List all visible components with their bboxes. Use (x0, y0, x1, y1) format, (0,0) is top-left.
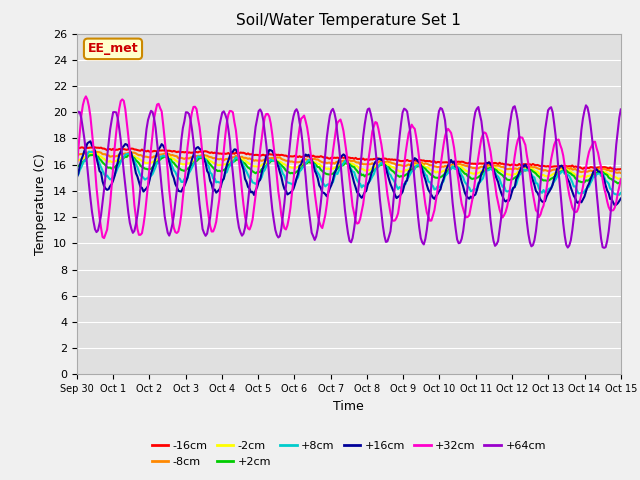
Y-axis label: Temperature (C): Temperature (C) (35, 153, 47, 255)
-16cm (312, 154, 320, 160)
-2cm (264, 159, 271, 165)
+32cm (73, 165, 81, 171)
Line: +2cm: +2cm (77, 155, 621, 183)
+64cm (262, 141, 270, 147)
+32cm (314, 212, 321, 218)
+8cm (255, 177, 262, 182)
+64cm (73, 112, 81, 118)
+64cm (311, 237, 319, 243)
+32cm (143, 196, 150, 202)
+32cm (82, 94, 90, 99)
+2cm (617, 180, 625, 185)
+8cm (588, 177, 596, 183)
+64cm (140, 155, 147, 161)
-8cm (617, 170, 625, 176)
+2cm (73, 164, 81, 170)
-2cm (312, 160, 320, 166)
+16cm (312, 171, 320, 177)
Line: +64cm: +64cm (77, 105, 621, 248)
+16cm (86, 138, 94, 144)
X-axis label: Time: Time (333, 400, 364, 413)
+16cm (611, 203, 619, 208)
-8cm (91, 148, 99, 154)
+2cm (264, 161, 271, 167)
+32cm (589, 139, 597, 145)
+64cm (617, 107, 625, 112)
-2cm (73, 158, 81, 164)
+2cm (237, 157, 244, 163)
-2cm (86, 151, 94, 156)
-8cm (264, 156, 271, 161)
Legend: -16cm, -8cm, -2cm, +2cm, +8cm, +16cm, +32cm, +64cm: -16cm, -8cm, -2cm, +2cm, +8cm, +16cm, +3… (147, 437, 550, 471)
+2cm (588, 174, 596, 180)
+8cm (616, 192, 623, 198)
+8cm (73, 173, 81, 179)
Line: +8cm: +8cm (77, 152, 621, 195)
+2cm (312, 162, 320, 168)
Line: +16cm: +16cm (77, 141, 621, 205)
Line: -2cm: -2cm (77, 154, 621, 179)
-16cm (141, 148, 149, 154)
+32cm (256, 147, 264, 153)
+32cm (617, 176, 625, 182)
-16cm (73, 144, 81, 150)
+8cm (264, 161, 271, 167)
+8cm (617, 190, 625, 196)
+64cm (588, 135, 596, 141)
+16cm (264, 152, 271, 157)
+64cm (235, 225, 243, 230)
-16cm (612, 167, 620, 172)
+8cm (237, 158, 244, 164)
-16cm (617, 166, 625, 172)
+16cm (237, 158, 244, 164)
-2cm (588, 171, 596, 177)
+64cm (582, 102, 590, 108)
-8cm (141, 154, 149, 159)
-8cm (255, 157, 262, 163)
+2cm (90, 152, 97, 158)
Line: -16cm: -16cm (77, 147, 621, 169)
-8cm (237, 155, 244, 160)
+16cm (617, 196, 625, 202)
Line: +32cm: +32cm (77, 96, 621, 238)
-8cm (312, 156, 320, 162)
-2cm (616, 176, 623, 181)
-16cm (264, 152, 271, 158)
+2cm (141, 166, 149, 171)
-16cm (588, 164, 596, 170)
+2cm (255, 169, 262, 175)
Title: Soil/Water Temperature Set 1: Soil/Water Temperature Set 1 (236, 13, 461, 28)
-8cm (73, 152, 81, 157)
+32cm (100, 235, 108, 241)
+8cm (85, 149, 93, 155)
+32cm (266, 114, 273, 120)
+16cm (141, 187, 149, 193)
+2cm (614, 180, 621, 186)
+8cm (312, 168, 320, 173)
+16cm (255, 179, 262, 185)
-8cm (588, 168, 596, 174)
+64cm (600, 245, 608, 251)
-2cm (141, 160, 149, 166)
-16cm (255, 152, 262, 158)
-2cm (255, 164, 262, 169)
+16cm (588, 172, 596, 178)
+32cm (238, 188, 246, 193)
-2cm (617, 175, 625, 181)
+16cm (73, 175, 81, 180)
-2cm (237, 156, 244, 161)
-16cm (90, 144, 97, 150)
+64cm (253, 116, 261, 122)
-16cm (237, 150, 244, 156)
+8cm (141, 177, 149, 182)
Text: EE_met: EE_met (88, 42, 138, 55)
Line: -8cm: -8cm (77, 151, 621, 173)
